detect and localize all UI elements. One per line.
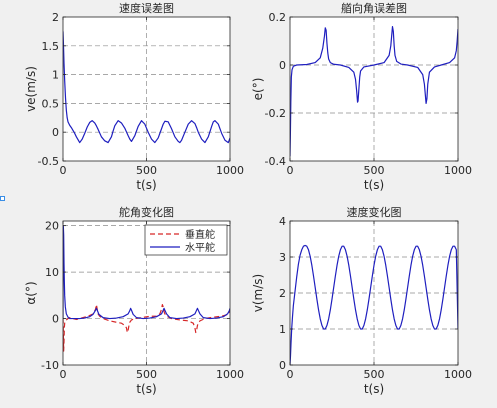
- y-axis-label: v(m/s): [251, 274, 265, 312]
- x-tick-label: 1000: [444, 164, 472, 177]
- side-handle-marker[interactable]: [0, 196, 5, 201]
- legend-box: [144, 224, 228, 256]
- x-axis-label: t(s): [136, 382, 156, 396]
- series-line-0: [290, 244, 458, 365]
- x-tick-label: 1000: [444, 368, 472, 381]
- y-tick-label: -0.2: [265, 107, 286, 120]
- y-tick-label: 1: [52, 69, 59, 82]
- y-axis-label: e(°): [251, 78, 265, 101]
- x-tick-label: 0: [60, 368, 67, 381]
- chart-speed-change: 0 500 1000 0 1 2 3 4 速度变化图 t(s) v(m/s): [251, 205, 472, 396]
- x-tick-label: 500: [364, 164, 385, 177]
- y-tick-label: 0.2: [269, 11, 287, 24]
- x-tick-label: 0: [287, 164, 294, 177]
- y-tick-label: -10: [41, 359, 59, 372]
- y-tick-label: 3: [279, 251, 286, 264]
- x-tick-label: 1000: [216, 368, 244, 381]
- y-tick-label: 1: [279, 323, 286, 336]
- x-tick-label: 1000: [216, 164, 244, 177]
- chart-title: 速度误差图: [119, 1, 174, 15]
- legend-label-1: 水平舵: [185, 241, 215, 254]
- chart-title: 舵角变化图: [119, 205, 174, 219]
- y-tick-label: -0.4: [265, 155, 286, 168]
- y-tick-label: 1.5: [42, 40, 60, 53]
- y-tick-label: 0.5: [42, 97, 60, 110]
- y-tick-label: 0: [52, 126, 59, 139]
- series-line-0: [290, 26, 458, 157]
- x-axis-label: t(s): [364, 382, 384, 396]
- x-tick-label: 500: [364, 368, 385, 381]
- chart-heading-error: 0 500 1000 -0.4 -0.2 0 0.2 艏向角误差图 t(s) e(°): [251, 1, 472, 192]
- y-tick-label: 0: [279, 59, 286, 72]
- series-line-0: [63, 31, 230, 144]
- y-tick-label: 2: [279, 287, 286, 300]
- chart-title: 速度变化图: [347, 205, 402, 219]
- chart-title: 艏向角误差图: [341, 1, 407, 15]
- y-tick-label: 0: [279, 359, 286, 372]
- x-tick-label: 500: [136, 368, 157, 381]
- y-tick-label: -0.5: [38, 155, 59, 168]
- x-axis-label: t(s): [364, 178, 384, 192]
- legend-label-0: 垂直舵: [185, 228, 215, 241]
- y-tick-label: 4: [279, 215, 286, 228]
- x-tick-label: 0: [287, 368, 294, 381]
- x-tick-label: 0: [60, 164, 67, 177]
- y-tick-label: 20: [45, 220, 59, 233]
- y-tick-label: 10: [45, 266, 59, 279]
- x-axis-label: t(s): [136, 178, 156, 192]
- x-tick-label: 500: [136, 164, 157, 177]
- y-tick-label: 0: [52, 313, 59, 326]
- y-tick-label: 2: [52, 11, 59, 24]
- series-line-1: [63, 225, 230, 320]
- y-axis-label: α(°): [24, 281, 38, 304]
- y-axis-label: ve(m/s): [24, 66, 38, 112]
